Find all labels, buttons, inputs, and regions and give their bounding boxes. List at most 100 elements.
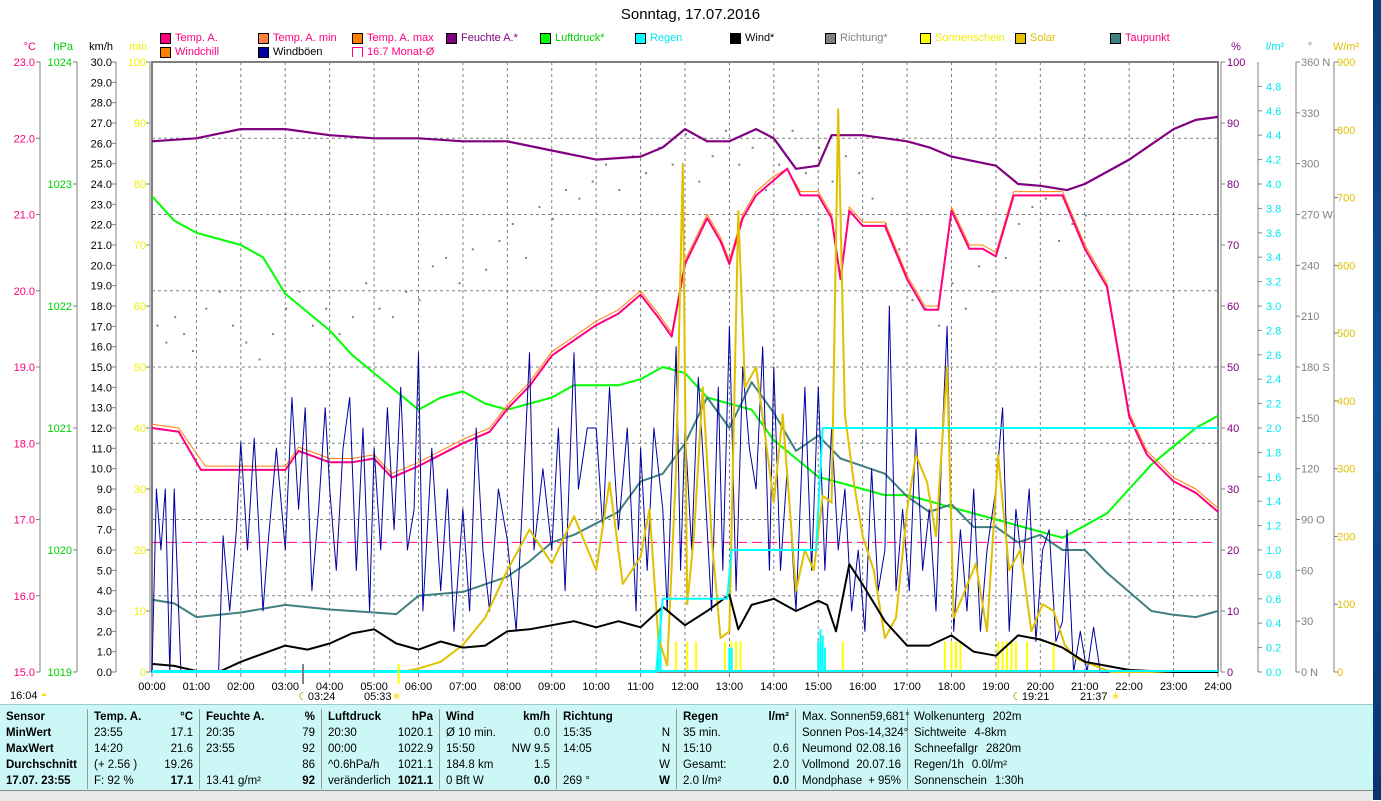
- y-tick-label-wind: 9.0: [97, 484, 112, 496]
- y-tick-label-minutes: 10: [134, 606, 146, 618]
- desktop-edge: [1373, 0, 1381, 800]
- moonset-marker: ☾19:21: [1012, 690, 1049, 703]
- legend-label: Feuchte A.*: [461, 32, 518, 44]
- y-tick-label-rain: 4.2: [1266, 155, 1281, 167]
- series-regen: [152, 427, 1218, 673]
- cell-value: 86: [302, 759, 315, 771]
- x-tick-label: 11:00: [627, 681, 654, 693]
- y-tick-label-minutes: 100: [128, 57, 146, 69]
- direction-point: [231, 324, 234, 327]
- y-tick-label-rain: 0.2: [1266, 643, 1281, 655]
- y-tick-label-rain: 3.0: [1266, 301, 1281, 313]
- cell-left: Wolkenunterg: [914, 711, 985, 723]
- cell-left: 15:35: [563, 727, 592, 739]
- cell-left: ^0.6hPa/h: [328, 759, 380, 771]
- cell-value: -14,324°: [864, 727, 909, 739]
- y-tick-label-direction: 90 O: [1301, 515, 1325, 527]
- table-row: 23:55 17.1: [88, 725, 199, 741]
- y-tick-label-temp: 22.0: [14, 133, 35, 145]
- cell-left: Vollmond: [802, 759, 850, 771]
- x-tick-label: 12:00: [671, 681, 699, 693]
- chart-title: Sonntag, 17.07.2016: [620, 6, 761, 23]
- table-row: Gesamt: 2.0: [677, 757, 795, 773]
- cell-value: 19.26: [164, 759, 193, 771]
- cell-left: 269 °: [563, 775, 590, 787]
- table-row: Neumond 02.08.16: [796, 741, 907, 757]
- cell-value: 202m: [992, 711, 1022, 723]
- direction-point: [165, 341, 168, 344]
- cell-value: 1022.9: [397, 743, 433, 755]
- cell-value: 0.0l/m²: [971, 759, 1008, 771]
- table-row: Ø 10 min. 0.0: [440, 725, 556, 741]
- direction-point: [458, 282, 461, 285]
- y-tick-label-humidity: 60: [1227, 301, 1239, 313]
- direction-point: [445, 256, 448, 259]
- x-tick-label: 09:00: [538, 681, 566, 693]
- x-tick-label: 23:00: [1160, 681, 1188, 693]
- x-tick-label: 10:00: [582, 681, 610, 693]
- legend-swatch: [730, 32, 741, 44]
- direction-point: [156, 324, 159, 327]
- series-feuchte-a-: [151, 115, 1219, 192]
- direction-point: [325, 307, 328, 310]
- y-tick-label-rain: 2.6: [1266, 350, 1281, 362]
- y-tick-label-rain: 1.0: [1266, 545, 1281, 557]
- y-tick-label-temp: 15.0: [14, 667, 35, 679]
- table-row: 00:00 1022.9: [322, 741, 439, 757]
- y-tick-label-rain: 0.0: [1266, 667, 1281, 679]
- legend-swatch: [352, 47, 363, 57]
- y-tick-label-pressure: 1024: [48, 57, 72, 69]
- x-tick-label: 24:00: [1204, 681, 1232, 693]
- legend-label: Luftdruck*: [555, 32, 605, 44]
- y-tick-label-pressure: 1021: [48, 423, 72, 435]
- y-tick-label-wind: 10.0: [91, 464, 112, 476]
- misc-column: Wolkenunterg 202m Sichtweite 4-8km Schneefal…: [908, 709, 1030, 789]
- cell-value: 20.07.16: [856, 759, 901, 771]
- table-row: 20:30 1020.1: [322, 725, 439, 741]
- table-row: 14:20 21.6: [88, 741, 199, 757]
- y-tick-label-solar: 100: [1337, 599, 1355, 611]
- sun-icon: ☀: [391, 691, 402, 703]
- series-temp-a-max: [151, 168, 1219, 509]
- direction-point: [751, 146, 754, 149]
- cell-value: N: [661, 727, 670, 739]
- legend-swatch: [1015, 32, 1026, 44]
- legend-label: Sonnenschein: [935, 32, 1005, 44]
- cell-value: N: [661, 743, 670, 755]
- x-tick-label: 04:00: [316, 681, 344, 693]
- table-group-richtung: Richtung 15:35 N 14:05 N W 269 ° W: [557, 709, 677, 789]
- y-tick-label-wind: 14.0: [91, 382, 112, 394]
- y-tick-label-humidity: 100: [1227, 57, 1245, 69]
- table-row: 15:10 0.6: [677, 741, 795, 757]
- moonrise-prev-marker: 16:04 ◓: [10, 690, 47, 702]
- legend-swatch: [160, 46, 171, 58]
- cell-left: 14:05: [563, 743, 592, 755]
- astro-column: Max. Sonnen 59,681° Sonnen Pos -14,324° Neum…: [796, 709, 910, 789]
- x-tick-label: 21:00: [1071, 681, 1099, 693]
- direction-point: [605, 163, 608, 166]
- legend-label: Temp. A. min: [273, 32, 337, 44]
- legend-item: 16.7 Monat-Ø: [352, 46, 434, 58]
- table-row: 2.0 l/m² 0.0: [677, 773, 795, 789]
- direction-point: [831, 180, 834, 183]
- table-row: Max. Sonnen 59,681°: [796, 709, 910, 725]
- y-tick-label-wind: 29.0: [91, 77, 112, 89]
- series-temp-a-: [151, 167, 1219, 513]
- table-row: MaxWert: [0, 741, 87, 757]
- cell-left: 15:10: [683, 743, 712, 755]
- cell-left: 23:55: [206, 743, 235, 755]
- legend-label: Windböen: [273, 46, 323, 58]
- table-header-row: Richtung: [557, 709, 676, 725]
- y-tick-label-direction: 210: [1301, 311, 1319, 323]
- y-tick-label-wind: 0.0: [97, 667, 112, 679]
- table-row: 0 Bft W 0.0: [440, 773, 556, 789]
- y-tick-label-direction: 330: [1301, 108, 1319, 120]
- x-tick-label: 00:00: [138, 681, 166, 693]
- direction-point: [365, 282, 368, 285]
- table-header-row: Sensor: [0, 709, 87, 725]
- y-tick-label-solar: 0: [1337, 667, 1343, 679]
- y-tick-label-minutes: 30: [134, 484, 146, 496]
- moon-icon: ☾: [1012, 691, 1022, 703]
- y-tick-label-solar: 900: [1337, 57, 1355, 69]
- direction-point: [618, 189, 621, 192]
